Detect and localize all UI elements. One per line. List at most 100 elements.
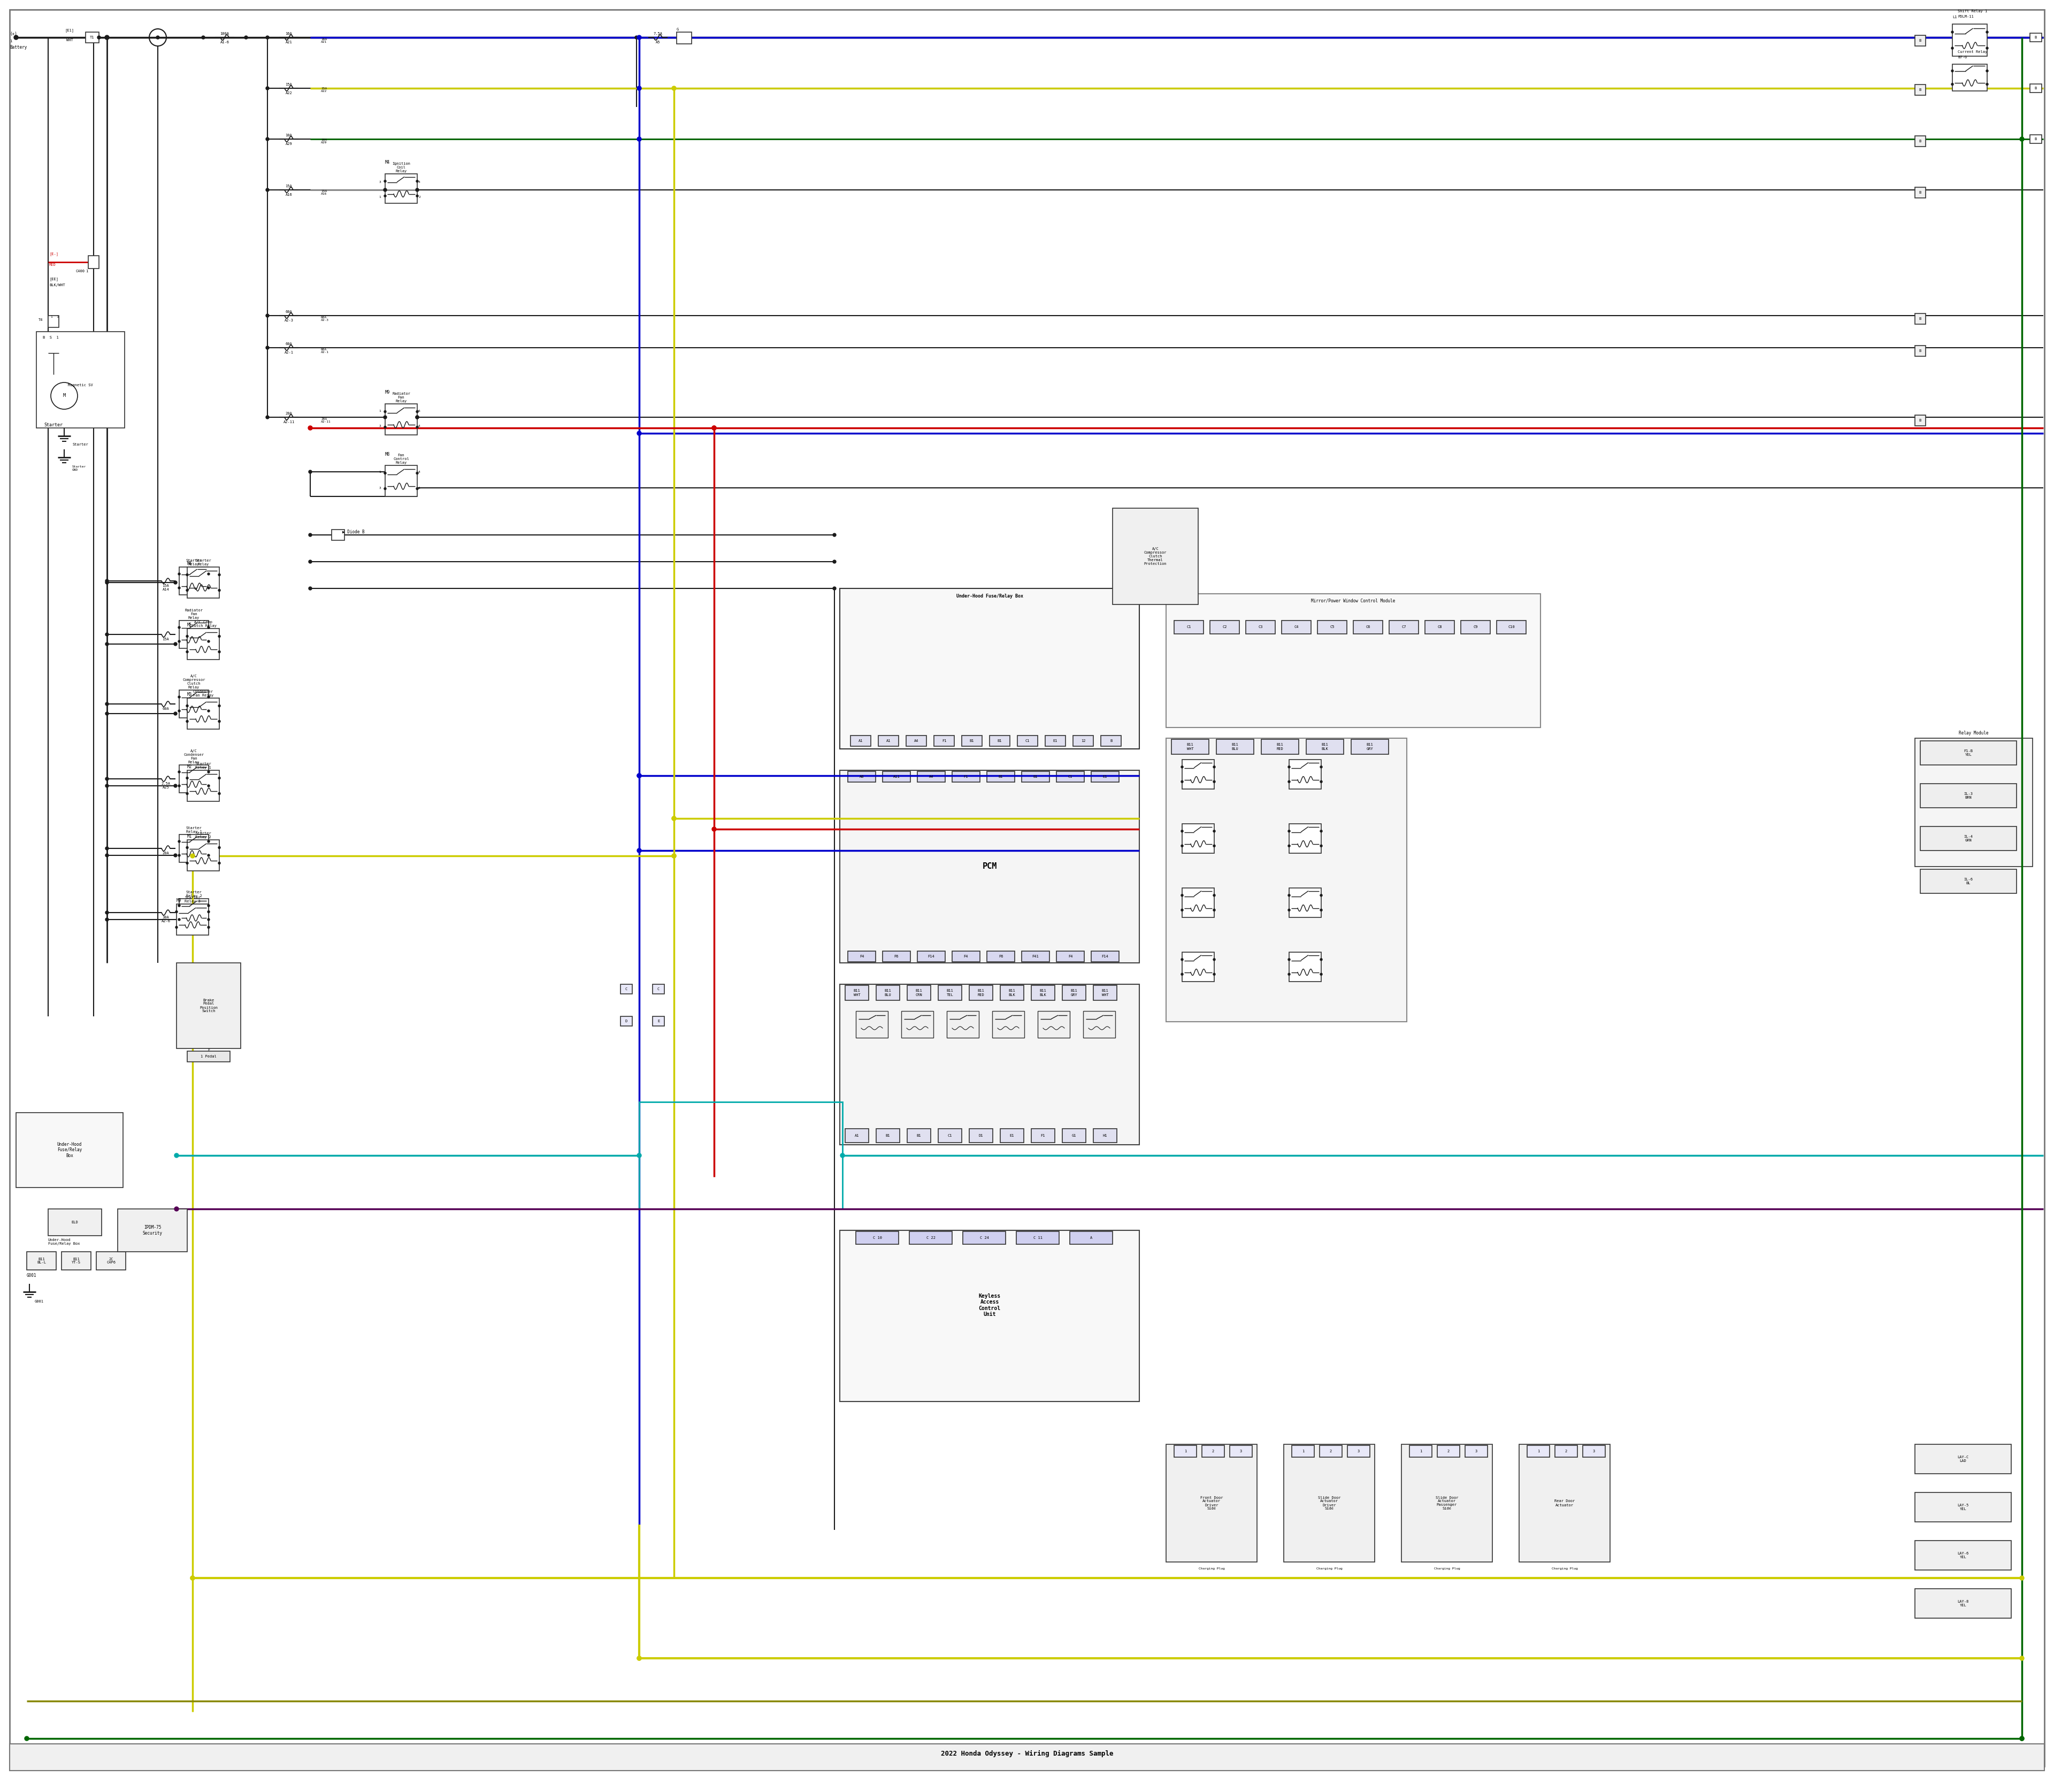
Text: C1: C1 (1068, 776, 1072, 778)
Bar (848, 952, 875, 962)
Bar (187, 566, 220, 599)
Circle shape (713, 426, 717, 430)
Circle shape (1321, 959, 1323, 961)
Circle shape (637, 432, 641, 435)
Bar (947, 1011, 980, 1038)
Text: C 10: C 10 (873, 1236, 881, 1240)
Circle shape (1214, 909, 1216, 910)
Bar (1460, 620, 1491, 634)
Text: 15A
A22: 15A A22 (320, 88, 327, 93)
Circle shape (175, 785, 177, 787)
Circle shape (265, 86, 269, 90)
Text: B: B (1918, 140, 1920, 143)
Text: Starter
Relay 2: Starter Relay 2 (195, 831, 212, 839)
Bar (386, 466, 417, 496)
Text: B11
TEL: B11 TEL (947, 989, 953, 996)
Circle shape (1288, 973, 1290, 975)
Text: C: C (657, 987, 659, 991)
Bar (10, 1744, 2044, 1770)
Circle shape (1321, 973, 1323, 975)
Circle shape (105, 36, 109, 39)
Circle shape (179, 855, 181, 857)
Text: A11: A11 (893, 776, 900, 778)
Circle shape (832, 586, 836, 590)
Text: B11
GRY: B11 GRY (1366, 744, 1374, 751)
Circle shape (672, 817, 676, 821)
Circle shape (635, 36, 639, 39)
Circle shape (308, 561, 312, 563)
Bar (1282, 620, 1310, 634)
Text: Charging Plug: Charging Plug (1434, 1568, 1460, 1570)
Text: B: B (1918, 192, 1920, 194)
Circle shape (1288, 844, 1290, 848)
Circle shape (218, 778, 220, 780)
Bar (1914, 1493, 2011, 1521)
Bar (1031, 1129, 1056, 1143)
Text: (+): (+) (10, 32, 16, 36)
Text: B11
WHT: B11 WHT (1187, 744, 1193, 751)
Text: B1: B1 (998, 776, 1002, 778)
Text: A29: A29 (286, 142, 292, 145)
Bar (1183, 889, 1214, 918)
Text: G001: G001 (27, 1272, 37, 1278)
Circle shape (175, 926, 177, 928)
Bar (2029, 84, 2042, 93)
Text: 20A
A2-11: 20A A2-11 (320, 418, 331, 423)
Text: [EE]: [EE] (49, 278, 58, 281)
Text: F6: F6 (893, 955, 900, 959)
Bar (1914, 1590, 2011, 1618)
Text: A/C
Compressor
Clutch
Thermal
Protection: A/C Compressor Clutch Thermal Protection (1144, 547, 1167, 566)
Circle shape (1321, 765, 1323, 769)
Bar (331, 530, 345, 539)
Text: Under-Hood Fuse/Relay Box: Under-Hood Fuse/Relay Box (955, 593, 1023, 599)
Circle shape (187, 846, 189, 849)
Text: B7-G: B7-G (1957, 56, 1968, 59)
Text: C400: C400 (76, 269, 84, 272)
Text: B11
WHT: B11 WHT (854, 989, 861, 996)
Text: C: C (624, 987, 629, 991)
Bar (1091, 952, 1119, 962)
Text: Mirror/Power Window Control Module: Mirror/Power Window Control Module (1310, 599, 1395, 602)
Bar (1497, 620, 1526, 634)
Text: Rear Door
Actuator: Rear Door Actuator (1555, 1500, 1575, 1507)
Circle shape (1288, 765, 1290, 769)
Text: LAY-6
YEL: LAY-6 YEL (1957, 1552, 1968, 1559)
Bar (187, 771, 220, 801)
Circle shape (265, 138, 269, 142)
Text: 2022 Honda Odyssey - Wiring Diagrams Sample: 2022 Honda Odyssey - Wiring Diagrams Sam… (941, 1751, 1113, 1756)
Bar (97, 1253, 125, 1271)
Circle shape (384, 426, 386, 428)
Circle shape (2019, 1736, 2023, 1740)
Bar (986, 771, 1015, 781)
Text: Starter
Relay: Starter Relay (187, 559, 201, 566)
Text: H1: H1 (1103, 1134, 1107, 1138)
Circle shape (207, 573, 210, 575)
Bar (857, 1231, 900, 1244)
Bar (1113, 509, 1197, 604)
Circle shape (384, 487, 386, 489)
Circle shape (179, 785, 181, 787)
Circle shape (1214, 781, 1216, 783)
Text: B11
CRN: B11 CRN (916, 989, 922, 996)
Bar (877, 1129, 900, 1143)
Circle shape (175, 581, 177, 584)
Circle shape (713, 826, 717, 831)
Bar (1045, 735, 1066, 745)
Text: G1: G1 (1072, 1134, 1076, 1138)
Text: A8: A8 (859, 776, 865, 778)
Circle shape (840, 1154, 844, 1158)
Bar (1914, 416, 1927, 426)
Bar (27, 1253, 55, 1271)
Bar (1290, 889, 1321, 918)
Circle shape (25, 1736, 29, 1740)
Circle shape (244, 36, 249, 39)
Circle shape (14, 36, 18, 39)
Text: Current Relay: Current Relay (1957, 50, 1988, 54)
Circle shape (175, 1206, 179, 1211)
Text: A22: A22 (286, 91, 292, 95)
Circle shape (175, 711, 177, 715)
Circle shape (191, 1575, 195, 1581)
Text: PCM: PCM (982, 862, 996, 871)
Bar (844, 986, 869, 1000)
Circle shape (1951, 70, 1953, 72)
